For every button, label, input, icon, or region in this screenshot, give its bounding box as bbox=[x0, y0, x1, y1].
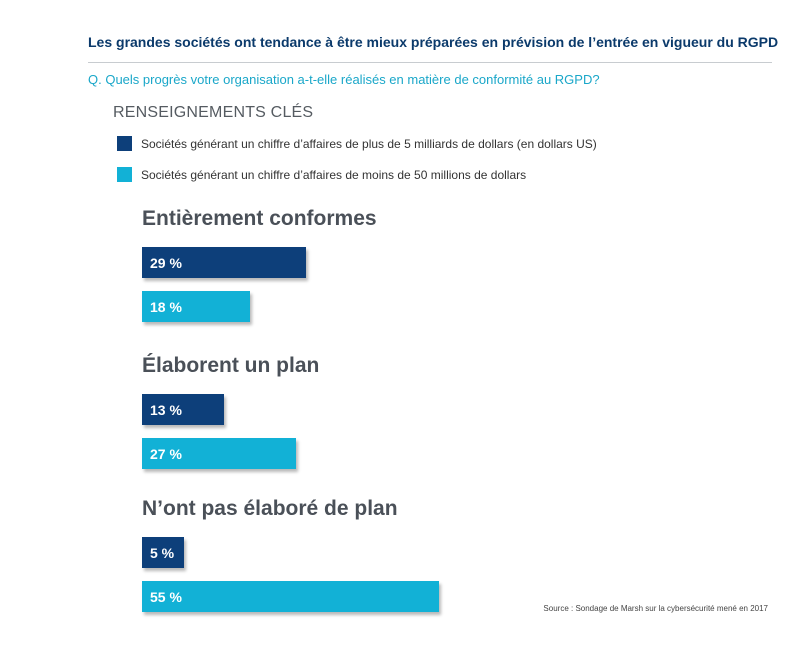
legend-label: Sociétés générant un chiffre d’affaires … bbox=[141, 167, 527, 182]
legend-item-1: Sociétés générant un chiffre d’affaires … bbox=[117, 136, 597, 151]
title-divider bbox=[88, 62, 772, 63]
legend-item-2: Sociétés générant un chiffre d’affaires … bbox=[117, 167, 526, 182]
legend-swatch bbox=[117, 167, 132, 182]
legend-label: Sociétés générant un chiffre d’affaires … bbox=[141, 136, 597, 151]
page-title: Les grandes sociétés ont tendance à être… bbox=[88, 34, 779, 50]
bar: 27 % bbox=[142, 438, 296, 469]
data-label: 5 % bbox=[150, 544, 175, 561]
data-label: 27 % bbox=[150, 445, 182, 462]
bar: 29 % bbox=[142, 247, 306, 278]
legend-heading: RENSEIGNEMENTS CLÉS bbox=[113, 104, 314, 121]
survey-question: Q. Quels progrès votre organisation a-t-… bbox=[88, 72, 600, 87]
data-label: 13 % bbox=[150, 401, 182, 418]
bar: 18 % bbox=[142, 291, 250, 322]
bar: 13 % bbox=[142, 394, 224, 425]
category-label: Élaborent un plan bbox=[142, 354, 320, 377]
source-note: Source : Sondage de Marsh sur la cybersé… bbox=[543, 604, 768, 613]
data-label: 29 % bbox=[150, 254, 182, 271]
data-label: 55 % bbox=[150, 588, 182, 605]
data-label: 18 % bbox=[150, 298, 182, 315]
category-label: N’ont pas élaboré de plan bbox=[142, 497, 398, 520]
legend-swatch bbox=[117, 136, 132, 151]
category-label: Entièrement conformes bbox=[142, 207, 377, 230]
bar: 5 % bbox=[142, 537, 184, 568]
bar: 55 % bbox=[142, 581, 439, 612]
